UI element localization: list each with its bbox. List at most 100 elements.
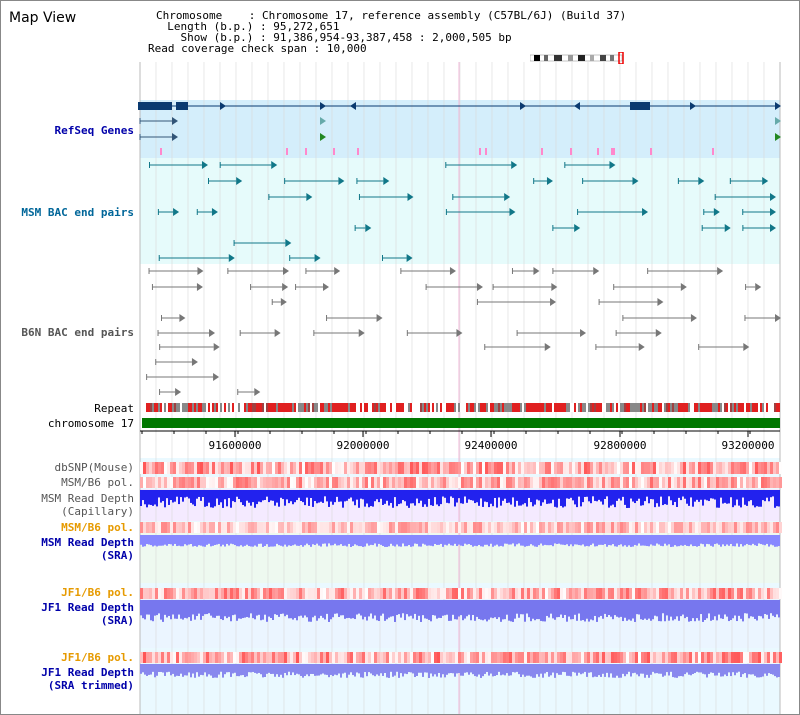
jf1-depth-trim-bar	[618, 664, 620, 678]
jf1-depth-sra-bar	[388, 600, 390, 618]
repeat-segment	[366, 403, 368, 412]
jf1-depth-sra-bar	[562, 600, 564, 618]
jf1-depth-sra-bar	[190, 600, 192, 621]
dbsnp-cell	[632, 462, 635, 474]
msm-b6-pol-cell	[557, 477, 560, 488]
jf1-b6-pol2-cell	[632, 652, 635, 663]
repeat-segment	[546, 403, 548, 412]
jf1-b6-pol-cell	[608, 588, 611, 599]
msm-b6-pol2-cell	[527, 522, 530, 533]
jf1-depth-trim-bar	[600, 664, 602, 677]
msm-depth-cap-bar	[584, 490, 586, 497]
msm-b6-pol2-cell	[362, 522, 365, 533]
track-label-msm-bac[interactable]: MSM BAC end pairs	[21, 206, 134, 219]
jf1-depth-sra-bar	[518, 600, 520, 618]
jf1-depth-trim-bar	[526, 664, 528, 676]
jf1-depth-trim-bar	[186, 664, 188, 676]
b6n-bac-pair	[544, 343, 551, 351]
jf1-depth-sra-bar	[274, 600, 276, 615]
repeat-segment	[702, 403, 704, 412]
jf1-b6-pol2-cell	[458, 652, 461, 663]
msm-depth-sra-bar	[580, 535, 582, 546]
repeat-segment	[236, 403, 238, 412]
msm-depth-sra-bar	[190, 535, 192, 545]
msm-depth-cap-bar	[700, 490, 702, 500]
msm-depth-sra-bar	[646, 535, 648, 547]
jf1-depth-sra-bar	[262, 600, 264, 620]
jf1-depth-trim-bar	[486, 664, 488, 672]
jf1-b6-pol-cell	[344, 588, 347, 599]
jf1-depth-sra-bar	[672, 600, 674, 621]
jf1-depth-sra-bar	[452, 600, 454, 615]
msm-depth-sra-bar	[776, 535, 778, 547]
jf1-b6-pol2-cell	[359, 652, 362, 663]
msm-depth-sra-bar	[232, 535, 234, 545]
jf1-b6-pol2-cell	[482, 652, 485, 663]
msm-b6-pol-cell	[566, 477, 569, 488]
jf1-depth-sra-bar	[634, 600, 636, 622]
msm-depth-sra-bar	[640, 535, 642, 546]
jf1-depth-trim-bar	[686, 664, 688, 673]
jf1-b6-pol2-cell	[686, 652, 689, 663]
jf1-depth-sra-bar	[718, 600, 720, 615]
msm-b6-pol-cell	[254, 477, 257, 488]
jf1-depth-trim-bar	[396, 664, 398, 672]
jf1-depth-sra-bar	[600, 600, 602, 616]
jf1-depth-sra-bar	[522, 600, 524, 615]
jf1-b6-pol2-cell	[647, 652, 650, 663]
jf1-depth-sra-bar	[362, 600, 364, 620]
msm-b6-pol-cell	[656, 477, 659, 488]
msm-depth-cap-bar	[754, 490, 756, 508]
jf1-b6-pol-cell	[665, 588, 668, 599]
msm-b6-pol-cell	[146, 477, 149, 488]
jf1-depth-sra-bar	[188, 600, 190, 618]
track-label-refseq[interactable]: RefSeq Genes	[54, 124, 134, 137]
jf1-b6-pol-cell	[161, 588, 164, 599]
msm-b6-pol-cell	[359, 477, 362, 488]
repeat-segment	[486, 403, 488, 412]
msm-depth-sra-bar	[344, 535, 346, 546]
jf1-depth-trim-bar	[608, 664, 610, 678]
jf1-depth-sra-bar	[156, 600, 158, 616]
chromosome-ideogram[interactable]	[530, 52, 624, 64]
msm-b6-pol2-cell	[347, 522, 350, 533]
repeat-segment	[388, 403, 390, 412]
msm-b6-pol2-cell	[656, 522, 659, 533]
msm-depth-sra-bar	[274, 535, 276, 547]
jf1-b6-pol2-cell	[752, 652, 755, 663]
msm-depth-cap-bar	[362, 490, 364, 500]
repeat-segment	[526, 403, 528, 412]
msm-depth-cap-bar	[578, 490, 580, 497]
jf1-depth-sra-bar	[406, 600, 408, 615]
msm-depth-sra-bar	[162, 535, 164, 546]
jf1-b6-pol2-cell	[491, 652, 494, 663]
msm-b6-pol-cell	[155, 477, 158, 488]
jf1-b6-pol-cell	[272, 588, 275, 599]
msm-depth-sra-bar	[720, 535, 722, 547]
jf1-depth-trim-bar	[240, 664, 242, 676]
snp-mark	[357, 148, 359, 155]
track-label-b6n-bac[interactable]: B6N BAC end pairs	[21, 326, 134, 339]
jf1-depth-sra-bar	[514, 600, 516, 619]
msm-depth-cap-bar	[334, 490, 336, 503]
msm-depth-cap-bar	[536, 490, 538, 500]
repeat-segment	[166, 403, 168, 412]
repeat-segment	[474, 403, 476, 412]
jf1-depth-sra-bar	[244, 600, 246, 618]
msm-depth-cap-bar	[386, 490, 388, 501]
msm-bac-pair	[271, 161, 278, 169]
jf1-b6-pol2-cell	[779, 652, 782, 663]
jf1-depth-trim-bar	[682, 664, 684, 677]
jf1-depth-trim-bar	[588, 664, 590, 673]
dbsnp-cell	[488, 462, 491, 474]
dbsnp-cell	[572, 462, 575, 474]
msm-b6-pol2-cell	[443, 522, 446, 533]
repeat-segment	[400, 403, 402, 412]
jf1-depth-trim-bar	[566, 664, 568, 676]
jf1-b6-pol2-cell	[425, 652, 428, 663]
dbsnp-cell	[659, 462, 662, 474]
dbsnp-cell	[482, 462, 485, 474]
msm-depth-sra-bar	[280, 535, 282, 546]
jf1-depth-sra-bar	[222, 600, 224, 621]
